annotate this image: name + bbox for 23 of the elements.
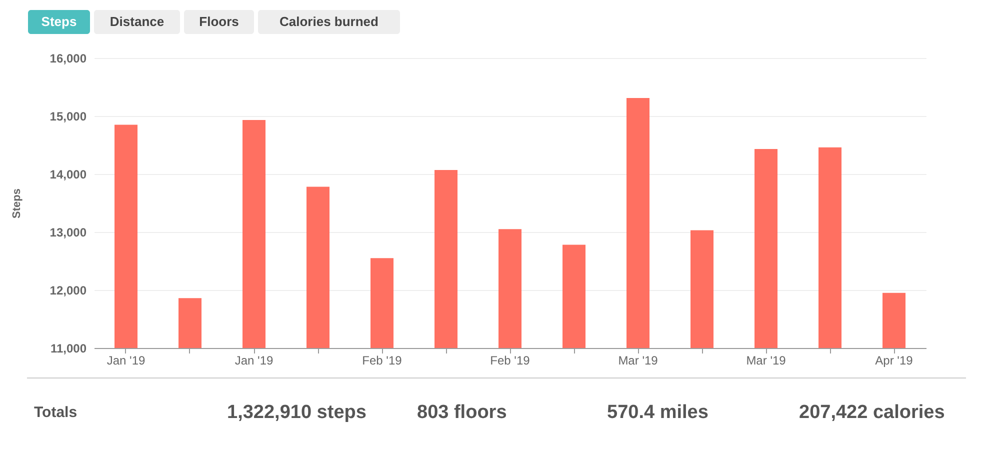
x-tick-label: Jan '19 <box>234 354 274 368</box>
text: Calories burned <box>280 14 379 29</box>
y-tick-label: 15,000 <box>50 110 87 124</box>
text: 803 floors <box>417 402 507 423</box>
y-tick-label: 12,000 <box>50 284 87 298</box>
x-tick-label: Feb '19 <box>490 354 530 368</box>
text: Floors <box>199 14 239 29</box>
y-tick-label: 14,000 <box>50 168 87 182</box>
text: 207,422 calories <box>799 402 945 423</box>
x-tick-label: Mar '19 <box>746 354 786 368</box>
text: Totals <box>34 404 78 421</box>
y-tick-label: 11,000 <box>50 342 87 356</box>
y-axis-title: Steps <box>10 188 23 218</box>
x-tick-label: Mar '19 <box>618 354 658 368</box>
x-tick-label: Jan '19 <box>106 354 146 368</box>
text: Steps <box>41 14 77 29</box>
text: Distance <box>110 14 164 29</box>
text: 570.4 miles <box>607 402 708 423</box>
y-tick-label: 13,000 <box>50 226 87 240</box>
y-tick-label: 16,000 <box>50 52 87 66</box>
text: 1,322,910 steps <box>227 402 366 423</box>
x-tick-label: Apr '19 <box>875 354 914 368</box>
x-tick-label: Feb '19 <box>362 354 402 368</box>
